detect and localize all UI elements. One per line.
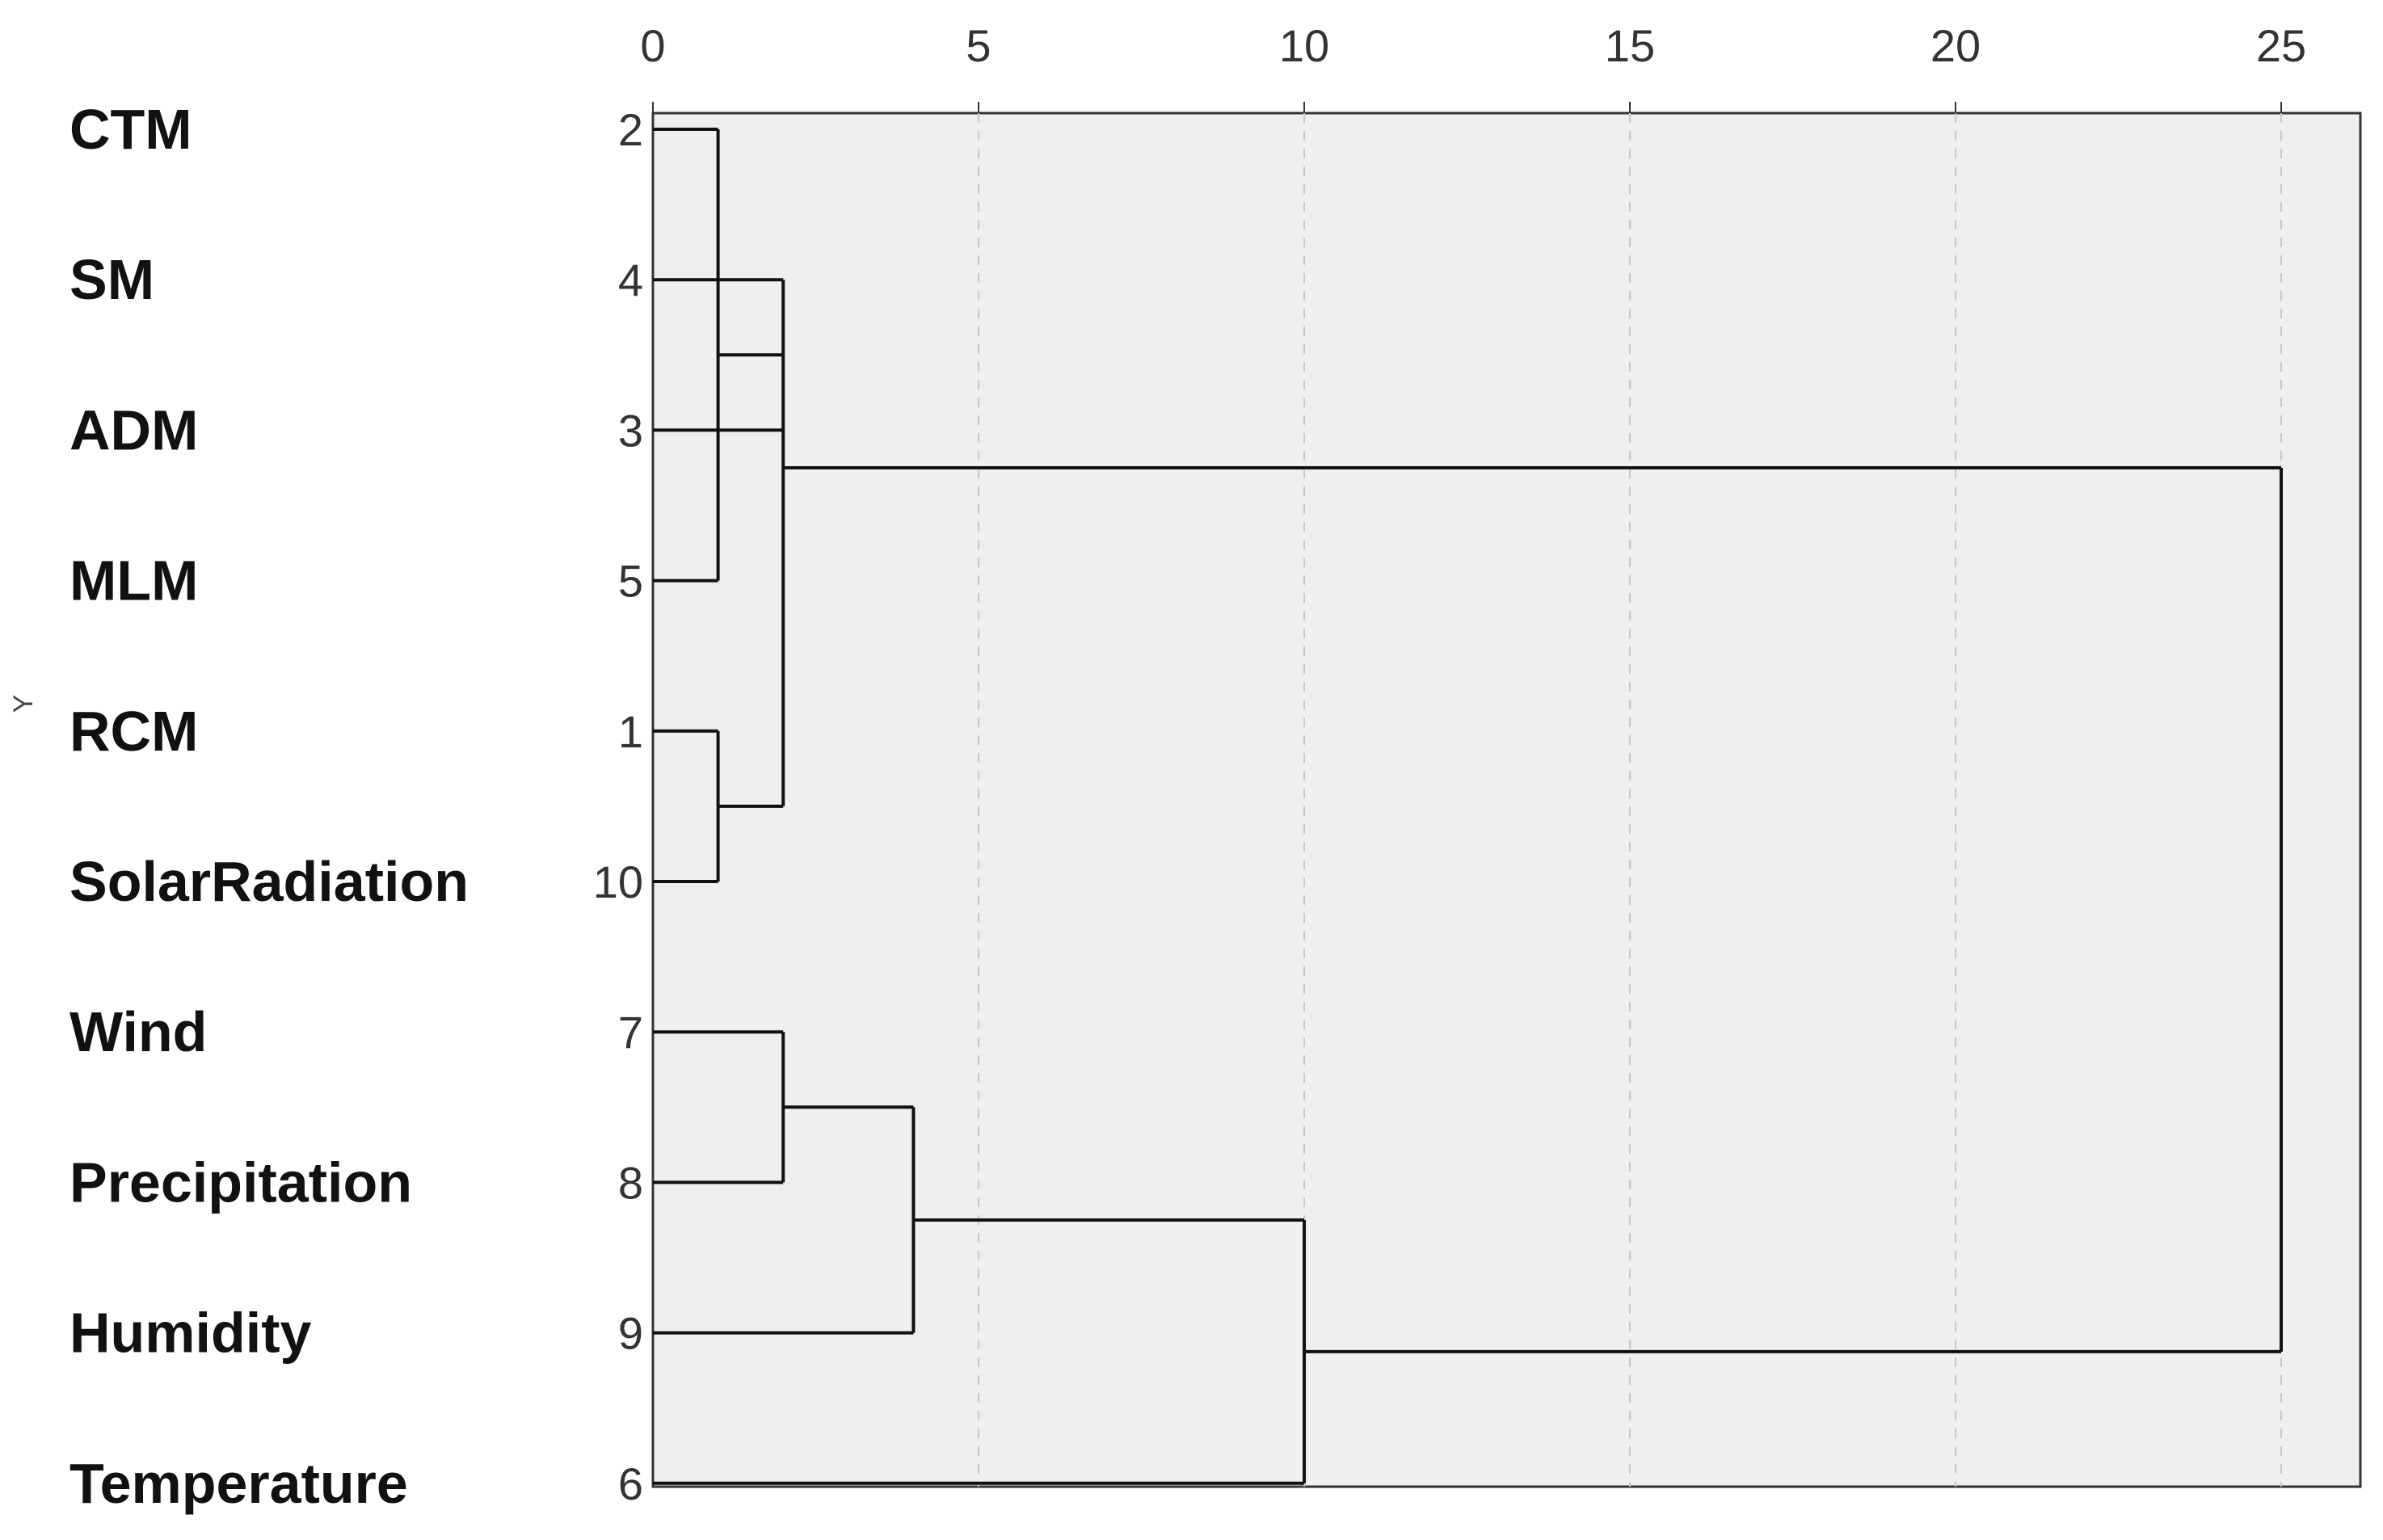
leaf-name-sm: SM xyxy=(69,248,154,311)
tick-label-5: 5 xyxy=(966,20,991,71)
tick-label-10: 10 xyxy=(1279,20,1329,71)
leaf-name-mlm: MLM xyxy=(69,549,198,612)
leaf-name-solarradiation: SolarRadiation xyxy=(69,850,469,913)
leaf-name-adm: ADM xyxy=(69,398,198,461)
leaf-name-wind: Wind xyxy=(69,1000,207,1063)
plot-area xyxy=(651,112,2362,1488)
leaf-case-number-4: 4 xyxy=(618,255,643,305)
leaf-case-number-6: 6 xyxy=(618,1458,643,1509)
leaf-case-number-2: 2 xyxy=(618,104,643,155)
leaf-name-temperature: Temperature xyxy=(69,1452,408,1515)
y-axis-label: Y xyxy=(8,695,39,713)
leaf-name-humidity: Humidity xyxy=(69,1302,312,1365)
dendrogram-links xyxy=(653,128,2283,1485)
leaf-case-number-10: 10 xyxy=(593,856,643,907)
tick-label-0: 0 xyxy=(640,20,665,71)
tick-label-25: 25 xyxy=(2256,20,2306,71)
plot-background xyxy=(651,112,2362,1488)
leaf-case-number-3: 3 xyxy=(618,405,643,456)
leaf-case-number-5: 5 xyxy=(618,556,643,607)
x-axis-ticks: 0 5 10 15 20 25 xyxy=(640,20,2306,113)
leaf-case-number-1: 1 xyxy=(618,706,643,757)
leaf-name-rcm: RCM xyxy=(69,700,198,763)
tick-label-20: 20 xyxy=(1930,20,1981,71)
leaf-labels: CTM 2 SM 4 ADM 3 MLM 5 RCM 1 SolarRadiation 10 Wind 7… xyxy=(69,98,643,1515)
leaf-case-number-8: 8 xyxy=(618,1157,643,1208)
leaf-name-precipitation: Precipitation xyxy=(69,1151,412,1214)
leaf-case-number-9: 9 xyxy=(618,1308,643,1359)
leaf-case-number-7: 7 xyxy=(618,1007,643,1058)
tick-label-15: 15 xyxy=(1605,20,1655,71)
leaf-name-ctm: CTM xyxy=(69,98,192,161)
